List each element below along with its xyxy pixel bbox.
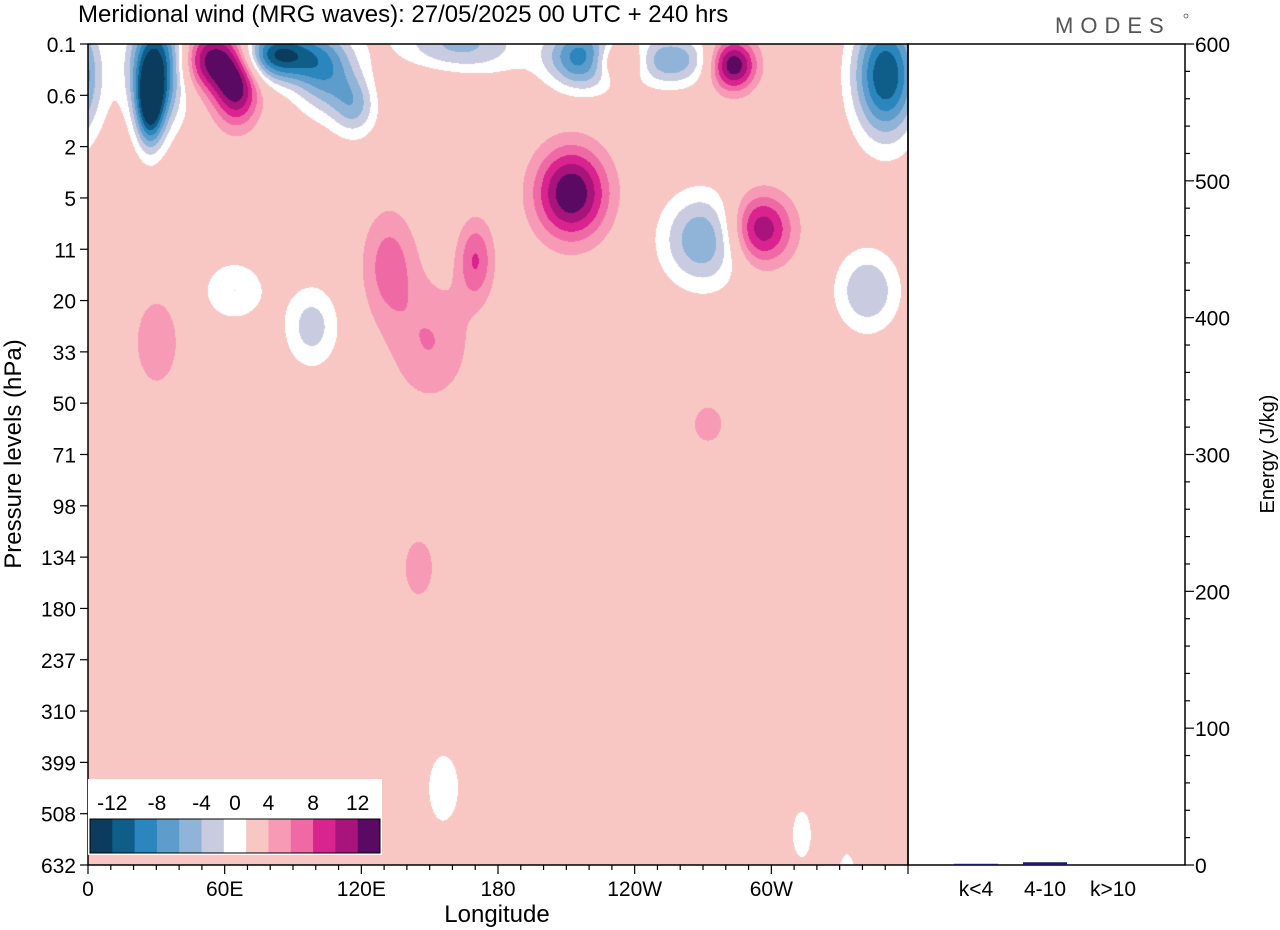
y-tick-label: 237 — [41, 650, 76, 673]
colorbar-label: -4 — [192, 792, 211, 815]
colorbar-label: 8 — [307, 792, 319, 815]
logo-registered-mark — [1183, 13, 1189, 19]
y-tick-label: 50 — [53, 393, 76, 416]
colorbar-swatch — [223, 819, 247, 853]
x-tick-label: 180 — [480, 878, 515, 901]
y-tick-label: 0.6 — [47, 85, 76, 108]
colorbar-swatch — [357, 819, 381, 853]
colorbar-label: 12 — [346, 792, 369, 815]
colorbar-swatch — [290, 819, 314, 853]
energy-axis-label: Energy (J/kg) — [1257, 395, 1279, 514]
colorbar-swatch — [179, 819, 203, 853]
x-tick-label: 60E — [206, 878, 243, 901]
colorbar-swatch — [156, 819, 180, 853]
colorbar-swatch — [335, 819, 359, 853]
y-tick-label: 71 — [53, 445, 76, 468]
energy-tick-label: 600 — [1195, 34, 1230, 57]
colorbar-label: -8 — [148, 792, 167, 815]
colorbar-swatch — [246, 819, 269, 853]
colorbar-label: 0 — [229, 792, 241, 815]
wind-contours — [88, 44, 908, 865]
y-tick-label: 134 — [41, 547, 76, 570]
colorbar-swatch — [134, 819, 158, 853]
chart-title: Meridional wind (MRG waves): 27/05/2025 … — [78, 1, 728, 28]
colorbar: -12 -8 -4 0 4 8 12 — [88, 779, 382, 855]
colorbar-swatch — [201, 819, 225, 853]
x-tick-label: 120E — [337, 878, 386, 901]
energy-tick-label: 300 — [1195, 445, 1230, 468]
x-tick-label: 60W — [750, 878, 793, 901]
modes-logo: MODES — [1055, 13, 1171, 38]
energy-tick-label: 0 — [1195, 855, 1207, 878]
energy-tick-label: 500 — [1195, 171, 1230, 194]
x-tick-label: 120W — [607, 878, 662, 901]
x-tick-label: 0 — [82, 878, 94, 901]
colorbar-label: -12 — [97, 792, 127, 815]
y-tick-label: 11 — [54, 239, 76, 262]
contour-field — [88, 44, 908, 865]
y-tick-label: 0.1 — [47, 34, 76, 57]
y-tick-label: 310 — [41, 701, 76, 724]
y-tick-label: 399 — [41, 752, 76, 775]
energy-category-label: 4-10 — [1024, 878, 1066, 901]
colorbar-swatch — [313, 819, 336, 853]
energy-bar — [954, 863, 998, 865]
colorbar-swatch — [268, 819, 292, 853]
y-tick-label: 2 — [64, 137, 76, 160]
energy-frame — [907, 43, 1186, 866]
y-tick-label: 508 — [41, 804, 76, 827]
energy-tick-label: 100 — [1195, 718, 1230, 741]
y-tick-label: 5 — [64, 188, 76, 211]
y-axis-label: Pressure levels (hPa) — [0, 339, 27, 568]
colorbar-swatch — [112, 819, 136, 853]
colorbar-swatch — [90, 819, 113, 853]
colorbar-frame — [89, 818, 381, 854]
energy-tick-label: 200 — [1195, 581, 1230, 604]
y-tick-label: 632 — [41, 855, 76, 878]
energy-category-label: k>10 — [1090, 878, 1136, 901]
x-axis-label: Longitude — [444, 901, 549, 928]
y-tick-label: 98 — [53, 496, 76, 519]
energy-category-label: k<4 — [959, 878, 994, 901]
colorbar-label: 4 — [263, 792, 275, 815]
y-tick-label: 180 — [41, 598, 76, 621]
y-tick-label: 20 — [53, 291, 76, 314]
energy-bar — [1023, 862, 1067, 865]
y-tick-label: 33 — [53, 342, 76, 365]
hovmoller-axes: 0.1 0.6 2 5 11 20 33 50 71 98 134 180 237 310 399 508 63… — [41, 34, 909, 901]
energy-axes: 0 100 200 300 400 500 600 k<4 4-10 k>10 — [907, 34, 1230, 901]
energy-tick-label: 400 — [1195, 308, 1230, 331]
